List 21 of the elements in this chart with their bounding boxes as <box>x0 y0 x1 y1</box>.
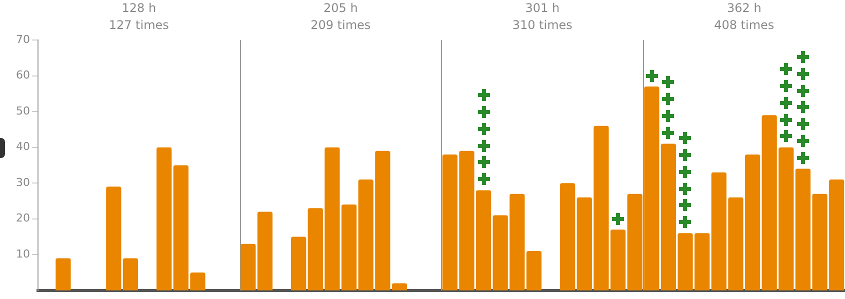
bar <box>526 251 542 290</box>
text: 362 h 408 times <box>714 1 774 32</box>
y-tick-label: 10 <box>16 247 30 260</box>
text: 205 h 209 times <box>310 1 371 32</box>
bar <box>291 236 306 290</box>
bar <box>240 244 256 290</box>
bar <box>257 212 273 290</box>
text: 301 h 310 times <box>512 1 572 32</box>
bar <box>156 147 172 290</box>
y-tick-label: 60 <box>16 68 30 82</box>
y-tick-label: 20 <box>16 212 30 225</box>
y-tick-label: 40 <box>16 140 30 154</box>
bar <box>560 183 576 290</box>
y-tick-label: 70 <box>16 32 30 46</box>
bar <box>392 283 408 290</box>
bar <box>122 258 138 290</box>
bar <box>106 186 122 290</box>
bar <box>56 258 71 290</box>
y-tick-label: 50 <box>16 104 30 118</box>
y-tick-label: 30 <box>16 176 30 189</box>
text: 128 h 127 times <box>108 1 169 32</box>
